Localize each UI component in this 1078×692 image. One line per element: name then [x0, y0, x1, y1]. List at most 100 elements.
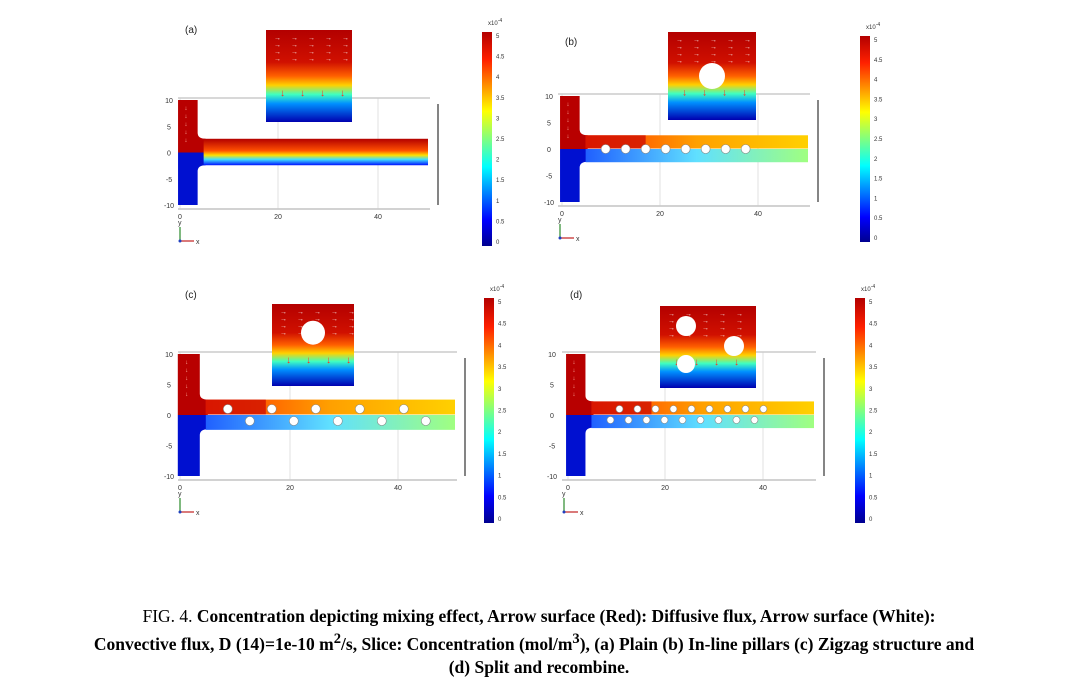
flux-arrow: ↓ — [566, 134, 569, 140]
convective-arrow: → — [744, 51, 751, 58]
pillar — [696, 416, 705, 424]
y-tick-label: -5 — [166, 177, 172, 184]
flux-arrow: ↓ — [566, 102, 569, 108]
convective-arrow: → — [727, 51, 734, 58]
pillar — [705, 405, 714, 413]
caption-sup-1: 2 — [333, 631, 342, 647]
convective-arrow: → — [274, 35, 281, 42]
convective-arrow: → — [331, 330, 338, 337]
pillar — [723, 405, 732, 413]
pillar — [624, 416, 633, 424]
y-tick-label: 0 — [550, 413, 554, 420]
diffusive-arrow: ↓ — [280, 88, 285, 99]
flux-arrow: ↓ — [566, 126, 569, 132]
convective-arrow: → — [710, 51, 717, 58]
y-tick-label: 5 — [550, 383, 554, 390]
convective-arrow: → — [719, 325, 726, 332]
colorbar-tick-label: 2.5 — [498, 409, 507, 415]
diffusive-arrow: ↓ — [714, 357, 719, 368]
colorbar-tick-label: 3 — [874, 117, 878, 123]
convective-arrow: → — [668, 318, 675, 325]
convective-arrow: → — [297, 323, 304, 330]
convective-arrow: → — [308, 42, 315, 49]
colorbar-exponent: x10-4 — [488, 18, 502, 27]
y-tick-label: 10 — [548, 352, 556, 359]
lower-inlet — [566, 415, 594, 476]
convective-arrow: → — [325, 49, 332, 56]
x-tick-label: 40 — [759, 485, 767, 492]
convective-arrow: → — [280, 330, 287, 337]
y-tick-label: 10 — [165, 352, 173, 359]
colorbar-tick-label: 4 — [498, 343, 502, 349]
y-tick-label: -10 — [544, 200, 554, 207]
colorbar-tick-label: 4 — [869, 343, 873, 349]
convective-arrow: → — [702, 311, 709, 318]
pillar — [600, 144, 611, 154]
x-tick-label: 0 — [560, 211, 564, 218]
pillar — [680, 144, 691, 154]
channel-entry-red — [205, 399, 266, 415]
pillar — [642, 416, 651, 424]
triad-x-label: x — [196, 510, 200, 517]
pillar — [740, 144, 751, 154]
convective-arrow: → — [342, 56, 349, 63]
triad-y-label: y — [178, 220, 182, 227]
convective-arrow: → — [297, 309, 304, 316]
colorbar-exponent-sup: -4 — [876, 22, 881, 28]
convective-arrow: → — [274, 56, 281, 63]
pillar — [750, 416, 759, 424]
convective-arrow: → — [719, 318, 726, 325]
colorbar-tick-label: 5 — [869, 300, 873, 306]
diffusive-arrow: ↓ — [722, 87, 727, 98]
convective-arrow: → — [676, 58, 683, 65]
channel-entry-red — [585, 135, 646, 149]
x-tick-label: 0 — [178, 214, 182, 221]
inset-pillar — [676, 316, 696, 336]
flux-arrow: ↓ — [185, 376, 188, 382]
convective-arrow: → — [702, 325, 709, 332]
colorbar-tick-label: 3 — [498, 387, 502, 393]
flux-arrow: ↓ — [572, 360, 575, 366]
convective-arrow: → — [348, 323, 355, 330]
colorbar-tick-label: 1.5 — [869, 452, 878, 458]
triad-x-label: x — [576, 236, 580, 243]
x-tick-label: 40 — [374, 214, 382, 221]
y-tick-label: -10 — [164, 203, 174, 210]
colorbar — [484, 298, 494, 523]
colorbar-exponent: x10-4 — [866, 22, 880, 31]
convective-arrow: → — [719, 332, 726, 339]
inset-pillar — [301, 320, 325, 345]
convective-arrow: → — [702, 332, 709, 339]
colorbar-tick-label: 2.5 — [869, 409, 878, 415]
y-tick-label: 5 — [547, 121, 551, 128]
x-tick-label: 20 — [274, 214, 282, 221]
flux-arrow: ↓ — [566, 110, 569, 116]
convective-arrow: → — [274, 42, 281, 49]
flux-arrow: ↓ — [184, 138, 187, 144]
panel-label: (d) — [570, 290, 582, 301]
colorbar-tick-label: 1.5 — [496, 178, 505, 184]
pillar — [669, 405, 678, 413]
colorbar-exponent: x10-4 — [861, 284, 875, 293]
colorbar-tick-label: 3.5 — [496, 96, 505, 102]
x-tick-label: 20 — [286, 485, 294, 492]
flux-arrow: ↓ — [572, 392, 575, 398]
colorbar-tick-label: 4 — [874, 78, 878, 84]
colorbar-tick-label: 1 — [874, 196, 878, 202]
colorbar-tick-label: 4.5 — [498, 322, 507, 328]
diffusive-arrow: ↓ — [286, 355, 291, 366]
convective-arrow: → — [348, 316, 355, 323]
diffusive-arrow: ↓ — [346, 355, 351, 366]
convective-arrow: → — [676, 51, 683, 58]
lower-inlet — [178, 152, 206, 205]
upper-inlet — [560, 96, 588, 149]
convective-arrow: → — [342, 35, 349, 42]
colorbar-exponent: x10-4 — [490, 284, 504, 293]
convective-arrow: → — [308, 56, 315, 63]
main-channel-lower — [585, 149, 808, 163]
colorbar-tick-label: 1 — [496, 199, 500, 205]
triad-z-axis — [178, 239, 182, 243]
pillar — [398, 404, 409, 414]
colorbar-tick-label: 0.5 — [869, 495, 878, 501]
